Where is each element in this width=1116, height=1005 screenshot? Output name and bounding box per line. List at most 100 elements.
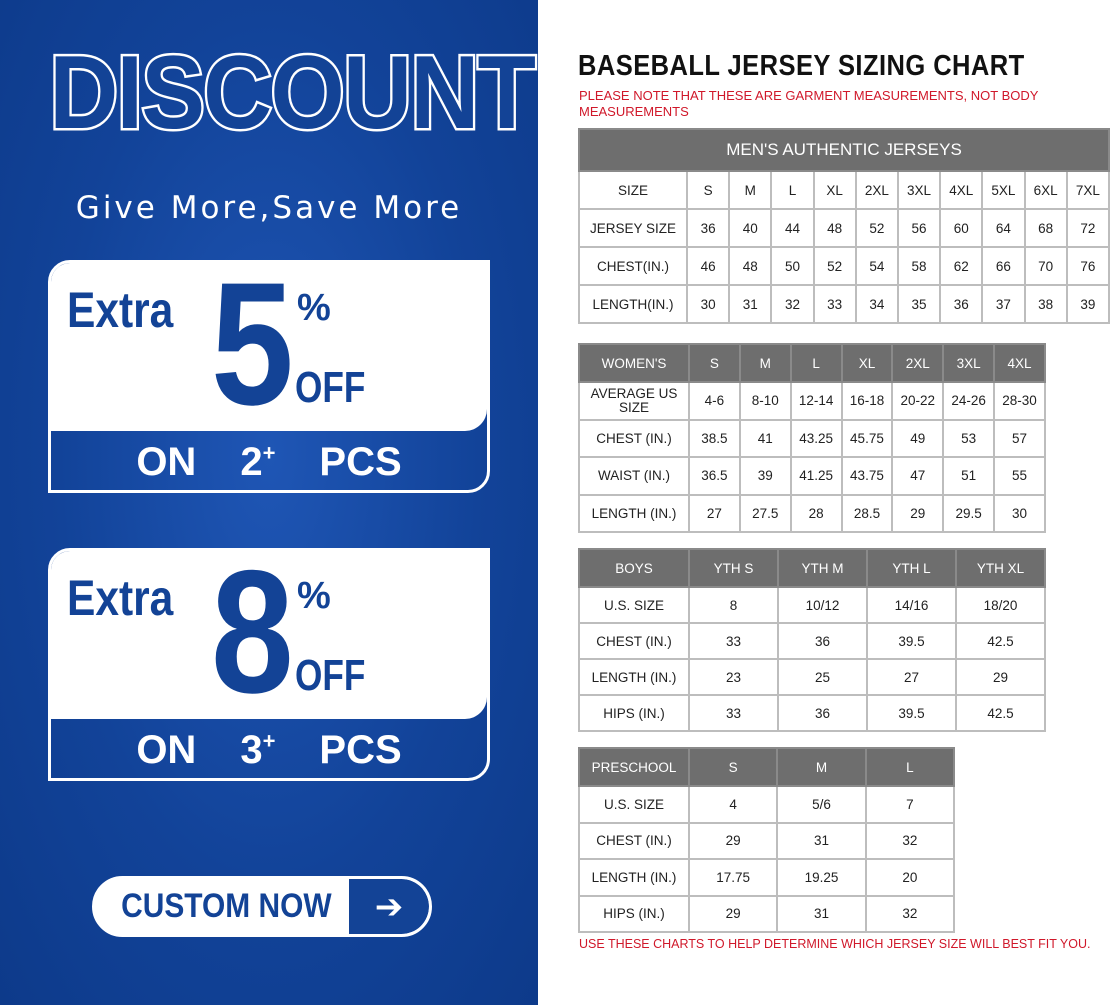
offer-card-1: Extra 5 % OFF ON 2+ PCS <box>48 260 490 493</box>
table-cell: 27 <box>688 493 741 533</box>
column-header: WOMEN'S <box>578 343 690 383</box>
boys-size-table: BOYS YTH S YTH M YTH L YTH XL U.S. SIZE 8 10/12… <box>578 548 1046 732</box>
column-header: XL <box>812 170 857 210</box>
table-cell: 18/20 <box>955 586 1046 624</box>
tagline: Give More,Save More <box>75 190 463 226</box>
table-cell: 48 <box>812 208 857 248</box>
table-cell: 55 <box>993 456 1046 496</box>
row-label: AVERAGE US SIZE <box>578 381 690 421</box>
column-header: YTH S <box>688 548 779 588</box>
table-cell: 64 <box>981 208 1026 248</box>
table-cell: 39 <box>1065 284 1111 324</box>
table-header-row: WOMEN'S S M L XL 2XL 3XL 4XL <box>578 343 1046 383</box>
table-cell: 50 <box>770 246 815 286</box>
table-cell: 29 <box>955 658 1046 696</box>
row-label: LENGTH (IN.) <box>578 493 690 533</box>
table-cell: 68 <box>1023 208 1068 248</box>
table-cell: 34 <box>854 284 899 324</box>
table-cell: 24-26 <box>942 381 996 421</box>
qty-plus: + <box>262 728 276 754</box>
table-cell: 25 <box>777 658 868 696</box>
table-row: U.S. SIZE 4 5/6 7 <box>578 785 956 824</box>
table-cell: 14/16 <box>866 586 957 624</box>
row-label: CHEST (IN.) <box>578 418 690 458</box>
measurement-note: PLEASE NOTE THAT THESE ARE GARMENT MEASU… <box>579 88 1039 119</box>
column-header: S <box>687 747 779 787</box>
table-cell: 43.75 <box>840 456 894 496</box>
table-cell: 47 <box>891 456 945 496</box>
table-cell: 39.5 <box>866 694 957 732</box>
offer-top: Extra 8 % OFF <box>51 548 487 730</box>
column-header: SIZE <box>578 170 688 210</box>
table-cell: 44 <box>770 208 815 248</box>
table-cell: 32 <box>770 284 815 324</box>
offer-amount: 5 <box>211 260 294 442</box>
row-label: HIPS (IN.) <box>578 694 690 732</box>
table-cell: 27.5 <box>738 493 792 533</box>
table-row: U.S. SIZE 8 10/12 14/16 18/20 <box>578 586 1046 624</box>
column-header: L <box>789 343 843 383</box>
table-cell: 29.5 <box>942 493 996 533</box>
custom-now-button[interactable]: CUSTOM NOW ➔ <box>92 876 432 937</box>
table-cell: 20-22 <box>891 381 945 421</box>
table-cell: 54 <box>854 246 899 286</box>
table-cell: 48 <box>728 246 773 286</box>
table-row: HIPS (IN.) 33 36 39.5 42.5 <box>578 694 1046 732</box>
offer-pcs: PCS <box>319 727 402 772</box>
offer-amount: 8 <box>211 548 294 730</box>
column-header: L <box>770 170 815 210</box>
table-cell: 62 <box>939 246 984 286</box>
table-row: LENGTH (IN.) 27 27.5 28 28.5 29 29.5 30 <box>578 493 1046 533</box>
table-cell: 32 <box>864 821 956 860</box>
column-header: 2XL <box>891 343 945 383</box>
table-row: CHEST(IN.) 46 48 50 52 54 58 62 66 70 76 <box>578 246 1111 286</box>
qty-value: 2 <box>240 439 263 484</box>
offer-top: Extra 5 % OFF <box>51 260 487 442</box>
table-cell: 39 <box>738 456 792 496</box>
table-cell: 52 <box>812 246 857 286</box>
column-header: BOYS <box>578 548 690 588</box>
table-cell: 36.5 <box>688 456 741 496</box>
qty-value: 3 <box>240 727 263 772</box>
column-header: 4XL <box>993 343 1046 383</box>
table-cell: 37 <box>981 284 1026 324</box>
column-header: 6XL <box>1023 170 1068 210</box>
row-label: U.S. SIZE <box>578 586 690 624</box>
table-cell: 10/12 <box>777 586 868 624</box>
table-cell: 56 <box>896 208 942 248</box>
table-cell: 27 <box>866 658 957 696</box>
column-header: M <box>776 747 867 787</box>
row-label: LENGTH (IN.) <box>578 858 690 897</box>
table-cell: 35 <box>896 284 942 324</box>
table-cell: 33 <box>688 694 779 732</box>
table-cell: 41 <box>738 418 792 458</box>
offer-pcs: PCS <box>319 439 402 484</box>
offer-condition: ON 2+ PCS <box>51 431 487 490</box>
table-row: LENGTH (IN.) 23 25 27 29 <box>578 658 1046 696</box>
table-cell: 31 <box>776 894 867 933</box>
men-size-table: MEN'S AUTHENTIC JERSEYS SIZE S M L XL 2XL 3XL 4X… <box>578 128 1111 324</box>
table-cell: 42.5 <box>955 622 1046 660</box>
row-label: LENGTH (IN.) <box>578 658 690 696</box>
table-cell: 52 <box>854 208 899 248</box>
table-cell: 8 <box>688 586 779 624</box>
row-label: CHEST(IN.) <box>578 246 688 286</box>
row-label: LENGTH(IN.) <box>578 284 688 324</box>
column-header: M <box>728 170 773 210</box>
table-cell: 39.5 <box>866 622 957 660</box>
row-label: JERSEY SIZE <box>578 208 688 248</box>
promo-panel: DISCOUNT Give More,Save More Extra 5 % O… <box>0 0 538 1005</box>
offer-off: OFF <box>295 651 366 700</box>
table-cell: 31 <box>728 284 773 324</box>
table-cell: 36 <box>685 208 731 248</box>
table-cell: 46 <box>685 246 731 286</box>
column-header: M <box>738 343 792 383</box>
table-cell: 66 <box>981 246 1026 286</box>
table-row: JERSEY SIZE 36 40 44 48 52 56 60 64 68 72 <box>578 208 1111 248</box>
women-size-table: WOMEN'S S M L XL 2XL 3XL 4XL AVERAGE US SIZE 4-6 8… <box>578 343 1046 533</box>
table-cell: 70 <box>1023 246 1068 286</box>
chart-footer: USE THESE CHARTS TO HELP DETERMINE WHICH… <box>579 937 1091 951</box>
table-cell: 29 <box>891 493 945 533</box>
column-header: 4XL <box>939 170 984 210</box>
table-cell: 45.75 <box>840 418 894 458</box>
